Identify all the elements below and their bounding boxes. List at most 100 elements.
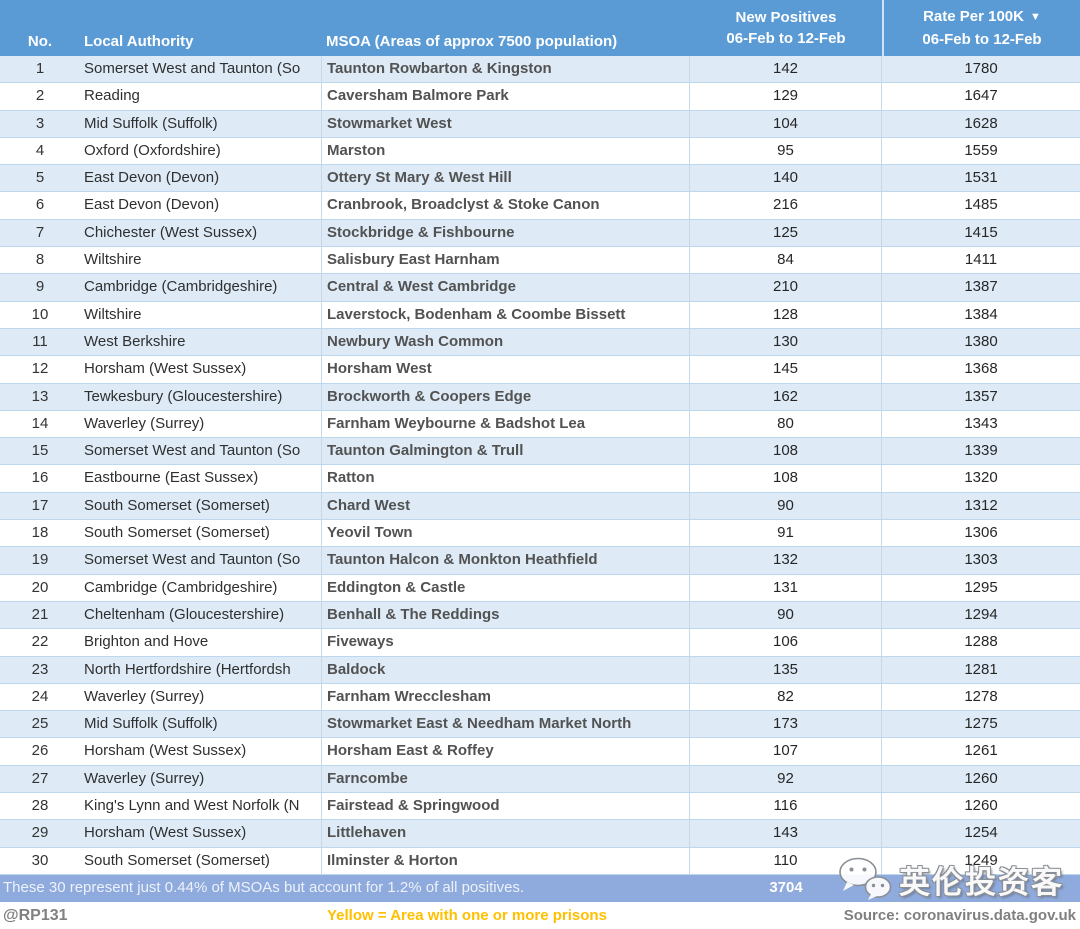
cell-rate: 1281 [964,660,998,678]
cell-msoa: Farnham Weybourne & Badshot Lea [322,410,690,438]
column-header-new-positives-label: New Positives [735,9,837,26]
cell-no: 25 [31,715,49,733]
table-row: 19 Somerset West and Taunton (So Taunton H… [0,547,1080,575]
column-header-rate[interactable]: Rate Per 100K ▼ 06-Feb to 12-Feb [882,0,1080,56]
cell-no: 9 [35,278,45,296]
column-header-local-authority[interactable]: Local Authority [80,0,322,56]
cell-local-authority: Tewkesbury (Gloucestershire) [80,383,322,410]
summary-total-new-positives: 3704 [769,879,803,896]
cell-msoa: Marston [322,137,690,165]
cell-rate: 1647 [964,87,998,105]
cell-new-positives: 84 [690,247,882,274]
cell-msoa: Taunton Galmington & Trull [322,438,690,465]
cell-msoa: Brockworth & Coopers Edge [322,383,690,410]
table-row: 21 Cheltenham (Gloucestershire) Benhall & … [0,601,1080,630]
cell-new-positives: 142 [690,56,882,83]
cell-rate: 1312 [964,496,998,514]
cell-new-positives: 82 [690,683,882,711]
cell-msoa: Baldock [322,656,690,683]
cell-local-authority: South Somerset (Somerset) [80,847,322,874]
cell-rate: 1260 [964,797,998,815]
column-header-msoa-label: MSOA (Areas of approx 7500 population) [326,33,618,50]
cell-no: 16 [31,469,49,487]
table-row: 28 King's Lynn and West Norfolk (N Fairste… [0,793,1080,821]
cell-local-authority: Cambridge (Cambridgeshire) [80,574,322,601]
cell-rate: 1260 [964,769,998,787]
cell-no: 23 [31,660,49,678]
cell-new-positives: 130 [690,328,882,356]
table-row: 20 Cambridge (Cambridgeshire) Eddington & … [0,574,1080,602]
cell-rate: 1339 [964,442,998,460]
cell-no: 18 [31,524,49,542]
cell-new-positives: 116 [690,793,882,820]
sort-descending-icon[interactable]: ▼ [1030,11,1041,23]
cell-local-authority: Brighton and Hove [80,629,322,656]
cell-local-authority: East Devon (Devon) [80,165,322,192]
cell-msoa: Ilminster & Horton [322,847,690,874]
table-row: 24 Waverley (Surrey) Farnham Wrecclesham 82… [0,683,1080,712]
cell-rate: 1357 [964,387,998,405]
column-header-new-positives[interactable]: New Positives 06-Feb to 12-Feb [690,0,882,56]
cell-no: 30 [31,851,49,869]
cell-new-positives: 110 [690,847,882,874]
cell-local-authority: Horsham (West Sussex) [80,356,322,383]
table-row: 4 Oxford (Oxfordshire) Marston 95 1559 [0,137,1080,166]
table-row: 11 West Berkshire Newbury Wash Common 130 13… [0,328,1080,357]
cell-local-authority: Cambridge (Cambridgeshire) [80,274,322,301]
cell-msoa: Stowmarket East & Needham Market North [322,711,690,738]
cell-local-authority: Horsham (West Sussex) [80,820,322,847]
table-row: 23 North Hertfordshire (Hertfordsh Baldock… [0,656,1080,684]
cell-no: 21 [31,605,49,623]
cell-local-authority: Somerset West and Taunton (So [80,438,322,465]
cell-local-authority: Somerset West and Taunton (So [80,547,322,574]
summary-spacer [882,875,1080,902]
table-row: 10 Wiltshire Laverstock, Bodenham & Coombe… [0,301,1080,329]
cell-rate: 1303 [964,551,998,569]
author-handle: @RP131 [3,906,68,924]
table-row: 25 Mid Suffolk (Suffolk) Stowmarket East &… [0,711,1080,739]
table-row: 12 Horsham (West Sussex) Horsham West 145 13… [0,356,1080,384]
summary-row: These 30 represent just 0.44% of MSOAs b… [0,875,1080,902]
column-header-no-label: No. [27,33,53,50]
summary-note: These 30 represent just 0.44% of MSOAs b… [3,879,525,896]
cell-new-positives: 90 [690,492,882,520]
cell-rate: 1306 [964,524,998,542]
cell-msoa: Ratton [322,465,690,492]
table-row: 14 Waverley (Surrey) Farnham Weybourne & B… [0,410,1080,439]
column-header-rate-text: Rate Per 100K [923,8,1024,25]
cell-msoa: Benhall & The Reddings [322,601,690,629]
cell-new-positives: 80 [690,410,882,438]
cell-msoa: Laverstock, Bodenham & Coombe Bissett [322,301,690,328]
column-header-no[interactable]: No. [0,0,80,56]
cell-rate: 1320 [964,469,998,487]
cell-local-authority: Horsham (West Sussex) [80,738,322,765]
cell-local-authority: Eastbourne (East Sussex) [80,465,322,492]
cell-msoa: Taunton Halcon & Monkton Heathfield [322,547,690,574]
table-row: 18 South Somerset (Somerset) Yeovil Town 91… [0,520,1080,548]
cell-no: 29 [31,824,49,842]
cell-rate: 1294 [964,605,998,623]
cell-local-authority: East Devon (Devon) [80,192,322,219]
cell-msoa: Farncombe [322,765,690,793]
cell-new-positives: 92 [690,765,882,793]
cell-msoa: Taunton Rowbarton & Kingston [322,56,690,83]
cell-rate: 1485 [964,196,998,214]
cell-no: 26 [31,742,49,760]
cell-new-positives: 106 [690,629,882,656]
cell-no: 8 [35,251,45,269]
table-row: 15 Somerset West and Taunton (So Taunton G… [0,438,1080,466]
cell-rate: 1254 [964,824,998,842]
table-row: 6 East Devon (Devon) Cranbrook, Broadclyst… [0,192,1080,220]
cell-new-positives: 129 [690,83,882,110]
cell-local-authority: Waverley (Surrey) [80,765,322,793]
cell-rate: 1380 [964,332,998,350]
cell-msoa: Newbury Wash Common [322,328,690,356]
column-header-msoa[interactable]: MSOA (Areas of approx 7500 population) [322,0,690,56]
table-row: 30 South Somerset (Somerset) Ilminster & H… [0,847,1080,875]
cell-rate: 1288 [964,633,998,651]
cell-new-positives: 210 [690,274,882,301]
table-row: 16 Eastbourne (East Sussex) Ratton 108 1320 [0,465,1080,493]
column-header-rate-label: Rate Per 100K ▼ [923,6,1041,29]
cell-no: 27 [31,769,49,787]
cell-msoa: Farnham Wrecclesham [322,683,690,711]
